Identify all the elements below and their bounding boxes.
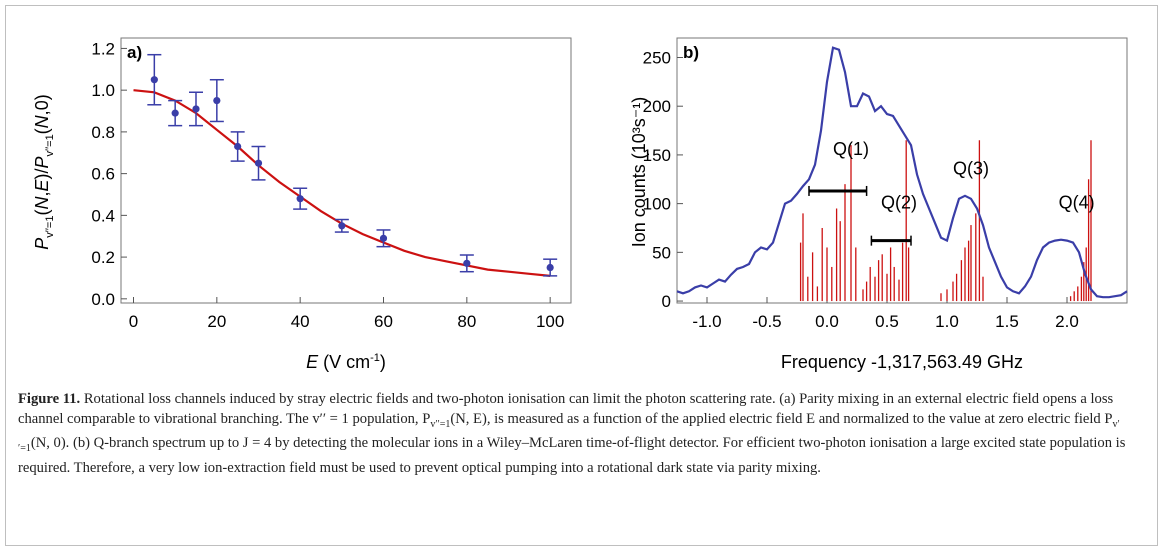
panel-b-x-ticks: -1.0 -0.5 0.0 0.5 1.0 1.5 2.0 bbox=[692, 297, 1079, 331]
data-point bbox=[189, 91, 203, 127]
panel-b-x-tick-label: 1.0 bbox=[935, 312, 959, 331]
panel-b-ion-signal bbox=[676, 46, 1128, 299]
panel-a-data-points bbox=[147, 53, 558, 277]
panel-b-x-tick-label: -1.0 bbox=[692, 312, 721, 331]
data-marker bbox=[379, 234, 388, 242]
panel-b-y-tick-label: 200 bbox=[643, 97, 671, 116]
panel-b-branch-annotations: Q(1) Q(2) Q(3) Q(4) bbox=[808, 139, 1095, 246]
panel-a-x-tick-label: 40 bbox=[291, 312, 310, 331]
panel-a-y-tick-label: 0.8 bbox=[91, 123, 115, 142]
panel-a-x-ticks: 0 20 40 60 80 100 bbox=[129, 297, 564, 331]
panel-b-label: b) bbox=[683, 43, 699, 62]
caption-text-2: (N, 0). (b) Q-branch spectrum up to J = … bbox=[18, 435, 1126, 476]
panel-a-y-tick-label: 1.0 bbox=[91, 81, 115, 100]
panel-a-x-axis-label: E (V cm-1) bbox=[306, 352, 386, 372]
panel-a: a) 0 20 40 60 80 100 0.0 0.2 0.4 0.6 0.8 1.0 1.2 E … bbox=[32, 37, 572, 372]
panel-b-y-axis-label: Ion counts (10³s⁻¹) bbox=[629, 97, 649, 248]
caption-subscript-2: v′′=1 bbox=[18, 418, 1120, 455]
data-marker bbox=[546, 263, 554, 272]
data-marker bbox=[150, 76, 158, 84]
panel-b-y-tick-label: 250 bbox=[643, 48, 671, 67]
panel-a-x-tick-label: 80 bbox=[457, 312, 476, 331]
data-marker bbox=[213, 96, 221, 105]
panel-a-label: a) bbox=[127, 43, 142, 62]
data-marker bbox=[296, 195, 304, 203]
data-point bbox=[209, 78, 224, 123]
panel-a-x-tick-label: 60 bbox=[374, 312, 393, 331]
panel-b-x-tick-label: 1.5 bbox=[995, 312, 1019, 331]
data-marker bbox=[254, 159, 263, 167]
data-point bbox=[251, 145, 266, 181]
panel-a-y-tick-label: 1.2 bbox=[91, 39, 115, 58]
caption-figure-label: Figure 11. bbox=[18, 391, 81, 407]
data-marker bbox=[463, 259, 471, 267]
data-marker bbox=[171, 109, 179, 117]
figure-frame bbox=[5, 5, 1158, 546]
panel-b-y-tick-label: 0 bbox=[662, 292, 671, 311]
data-point bbox=[168, 99, 183, 127]
panel-a-y-tick-label: 0.2 bbox=[91, 248, 115, 267]
panel-b-y-tick-label: 50 bbox=[652, 243, 671, 262]
panel-b-x-tick-label: 2.0 bbox=[1055, 312, 1079, 331]
panel-a-x-tick-label: 100 bbox=[536, 312, 564, 331]
panel-b-x-axis-label: Frequency -1,317,563.49 GHz bbox=[781, 352, 1023, 372]
panel-b-y-tick-label: 150 bbox=[643, 146, 671, 165]
caption-subscript-1: v′′=1 bbox=[430, 418, 451, 430]
data-point bbox=[543, 258, 558, 277]
data-marker bbox=[234, 142, 242, 151]
panel-a-y-tick-label: 0.4 bbox=[91, 206, 115, 225]
branch-label: Q(1) bbox=[833, 139, 869, 159]
panel-b-y-ticks: 0 50 100 150 200 250 bbox=[643, 48, 683, 311]
panel-b: b) -1.0 -0.5 0.0 0.5 1.0 1.5 2.0 0 50 100 150 200 2… bbox=[629, 37, 1128, 372]
panel-a-y-axis-label: Pv′′=1(N,E)/Pv′′=1(N,0) bbox=[32, 94, 56, 249]
panel-b-y-tick-label: 100 bbox=[643, 195, 671, 214]
data-point bbox=[376, 229, 391, 248]
panel-a-plot-frame bbox=[120, 37, 572, 304]
ion-count-line bbox=[676, 46, 1128, 299]
data-marker bbox=[192, 105, 200, 113]
branch-label: Q(2) bbox=[881, 192, 917, 212]
data-point bbox=[293, 187, 308, 210]
panel-b-plot-frame bbox=[676, 37, 1128, 304]
branch-label: Q(3) bbox=[953, 158, 989, 178]
data-point bbox=[334, 218, 349, 233]
figure-caption: Figure 11. Rotational loss channels indu… bbox=[18, 390, 1148, 478]
panel-b-stick-spectrum bbox=[799, 140, 1092, 302]
panel-a-y-tick-label: 0.6 bbox=[91, 165, 115, 184]
data-point bbox=[230, 131, 245, 162]
panel-b-x-tick-label: -0.5 bbox=[752, 312, 781, 331]
svg-text:Pv′′=1(N,E)/Pv′′=1(N,0): Pv′′=1(N,E)/Pv′′=1(N,0) bbox=[32, 94, 56, 249]
data-point bbox=[459, 254, 474, 273]
caption-text-1: Rotational loss channels induced by stra… bbox=[18, 391, 1114, 427]
branch-label: Q(4) bbox=[1059, 192, 1095, 212]
panel-a-y-ticks: 0.0 0.2 0.4 0.6 0.8 1.0 1.2 bbox=[91, 39, 127, 309]
panel-b-x-tick-label: 0.0 bbox=[815, 312, 839, 331]
panel-b-x-tick-label: 0.5 bbox=[875, 312, 899, 331]
figure-charts: a) 0 20 40 60 80 100 0.0 0.2 0.4 0.6 0.8 1.0 1.2 E … bbox=[32, 37, 1128, 372]
data-point bbox=[147, 53, 162, 106]
panel-a-y-tick-label: 0.0 bbox=[91, 290, 115, 309]
panel-a-x-tick-label: 0 bbox=[129, 312, 138, 331]
data-marker bbox=[338, 222, 346, 230]
caption-text-1b: (N, E), is measured as a function of the… bbox=[450, 410, 1113, 427]
panel-a-x-tick-label: 20 bbox=[207, 312, 226, 331]
